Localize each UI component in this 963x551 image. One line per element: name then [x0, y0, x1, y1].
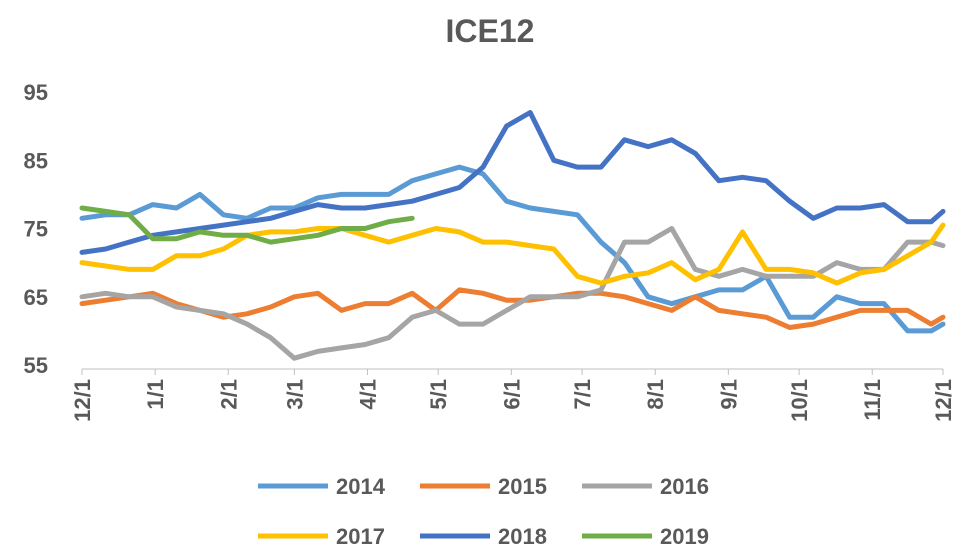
- x-tick-label: 12/1: [70, 379, 95, 422]
- legend-label: 2016: [660, 474, 709, 499]
- x-tick-label: 3/1: [282, 379, 307, 410]
- x-tick-label: 6/1: [499, 379, 524, 410]
- y-tick-label: 75: [24, 217, 48, 242]
- series-line: [79, 205, 415, 245]
- x-tick-label: 10/1: [787, 379, 812, 422]
- series-line: [79, 226, 946, 361]
- legend-label: 2017: [336, 524, 385, 546]
- y-tick-label: 85: [24, 148, 48, 173]
- y-tick-label: 65: [24, 285, 48, 310]
- x-tick-label: 9/1: [716, 379, 741, 410]
- series-line: [79, 110, 946, 255]
- y-tick-label: 55: [24, 353, 48, 378]
- x-tick-label: 11/1: [860, 379, 885, 421]
- x-tick-label: 4/1: [355, 379, 380, 410]
- legend-label: 2019: [660, 524, 709, 546]
- x-tick-label: 7/1: [570, 379, 595, 410]
- legend-label: 2014: [336, 474, 386, 499]
- chart-title: ICE12: [446, 13, 535, 49]
- y-tick-label: 95: [24, 80, 48, 105]
- x-tick-label: 1/1: [143, 379, 168, 410]
- legend-label: 2018: [498, 524, 547, 546]
- legend-label: 2015: [498, 474, 547, 499]
- x-tick-label: 2/1: [216, 379, 241, 410]
- x-tick-label: 8/1: [643, 379, 668, 410]
- series-line: [79, 164, 946, 334]
- series-line: [79, 222, 946, 286]
- x-tick-label: 5/1: [426, 379, 451, 410]
- x-tick-label: 12/1: [931, 379, 956, 422]
